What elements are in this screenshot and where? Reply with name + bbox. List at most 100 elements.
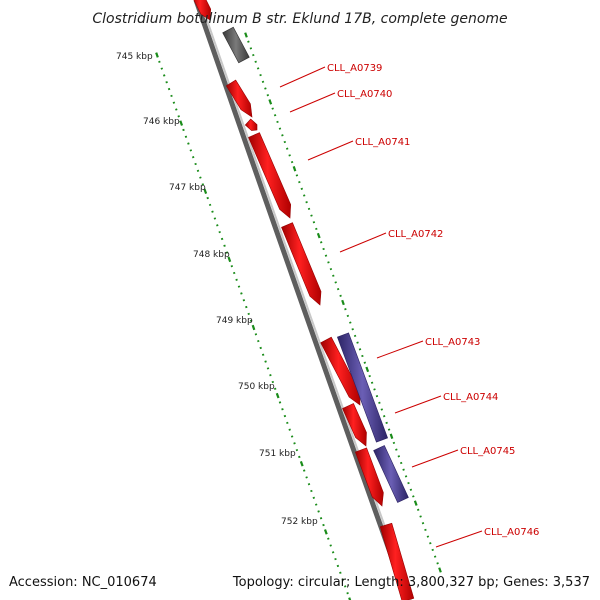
gene-feature	[355, 447, 384, 507]
inner-tick	[329, 267, 333, 271]
label-leaders	[279, 66, 483, 548]
outer-tick	[302, 469, 306, 472]
gene-feature	[225, 79, 253, 118]
inner-tick	[407, 481, 410, 485]
leader-line	[411, 449, 459, 468]
inner-tick	[349, 321, 352, 324]
outer-tick	[269, 374, 272, 377]
inner-tick	[327, 261, 330, 264]
inner-tick	[249, 47, 253, 50]
inner-tick	[261, 80, 265, 83]
inner-tick	[380, 408, 384, 411]
inner-tick	[426, 535, 430, 538]
scale-label-751: 751 kbp	[259, 449, 296, 459]
inner-tick	[283, 140, 287, 144]
outer-tick	[158, 60, 161, 63]
gene-label-cll-a0745[interactable]: CLL_A0745	[460, 446, 515, 457]
inner-tick	[385, 421, 388, 424]
outer-tick	[203, 188, 208, 194]
outer-tick	[232, 271, 236, 275]
gene-feature	[248, 132, 292, 219]
inner-tick	[368, 374, 371, 378]
outer-tick	[293, 442, 296, 445]
inner-tick	[316, 232, 321, 239]
inner-tick	[424, 528, 427, 531]
outer-tick	[218, 230, 221, 234]
outer-tick	[310, 489, 313, 493]
inner-tick-track	[244, 32, 442, 573]
inner-tick	[346, 314, 350, 317]
leader-line	[435, 530, 483, 548]
outer-tick	[251, 324, 256, 331]
outer-tick	[283, 414, 287, 418]
outer-tick	[331, 551, 335, 554]
inner-tick	[300, 187, 304, 190]
inner-tick	[370, 381, 374, 384]
gene-label-cll-a0739[interactable]: CLL_A0739	[327, 63, 382, 74]
inner-tick	[356, 341, 359, 344]
inner-tick	[292, 166, 297, 172]
inner-tick	[290, 160, 294, 164]
inner-tick	[319, 241, 323, 244]
inner-tick	[438, 567, 442, 573]
outer-tick	[336, 564, 340, 568]
inner-tick	[247, 40, 250, 43]
inner-tick	[322, 247, 325, 251]
gene-feature	[342, 403, 367, 447]
inner-tick	[252, 53, 255, 57]
inner-tick	[315, 227, 318, 231]
inner-tick	[409, 488, 413, 491]
inner-tick	[358, 348, 362, 351]
inner-tick	[341, 299, 345, 306]
outer-tick	[327, 537, 330, 540]
inner-tick	[397, 455, 401, 458]
outer-tick	[295, 448, 299, 452]
gene-feature	[281, 222, 322, 306]
inner-tick	[373, 388, 376, 391]
outer-tick	[317, 510, 320, 513]
inner-tick	[416, 508, 420, 511]
outer-tick	[208, 203, 212, 207]
outer-tick	[179, 120, 184, 126]
gene-label-cll-a0741[interactable]: CLL_A0741	[355, 137, 410, 148]
outer-tick	[257, 339, 260, 343]
outer-tick	[240, 292, 243, 295]
gene-label-cll-a0743[interactable]: CLL_A0743	[425, 337, 480, 348]
inner-tick	[276, 120, 279, 124]
inner-tick	[264, 87, 267, 90]
outer-tick	[227, 256, 232, 263]
outer-tick	[266, 367, 270, 370]
inner-tick	[378, 401, 381, 404]
outer-tick	[341, 578, 345, 581]
inner-tick	[324, 254, 328, 257]
inner-tick	[375, 395, 379, 398]
inner-tick	[433, 555, 437, 558]
gene-label-cll-a0742[interactable]: CLL_A0742	[388, 229, 443, 240]
inner-tick	[271, 107, 274, 110]
outer-tick	[288, 428, 291, 431]
inner-tick	[307, 207, 311, 210]
inner-tick	[344, 308, 347, 311]
scale-label-750: 750 kbp	[238, 382, 275, 392]
genome-backbone	[193, 0, 410, 600]
topology-text: Topology: circular; Length: 3,800,327 bp…	[232, 575, 590, 590]
inner-tick	[392, 441, 396, 445]
outer-tick	[346, 592, 349, 595]
inner-tick	[278, 127, 282, 130]
inner-tick	[302, 194, 306, 197]
accession-text: Accession: NC_010674	[9, 575, 157, 590]
gene-label-cll-a0746[interactable]: CLL_A0746	[484, 527, 539, 538]
outer-tick	[242, 299, 246, 302]
outer-tick	[299, 461, 304, 467]
gene-label-cll-a0744[interactable]: CLL_A0744	[443, 392, 498, 403]
leader-line	[339, 232, 387, 253]
outer-tick	[216, 224, 219, 227]
outer-tick	[281, 408, 284, 411]
outer-tick	[343, 585, 347, 588]
outer-tick	[348, 597, 352, 600]
inner-tick	[336, 288, 340, 291]
outer-tick	[249, 319, 253, 322]
gene-label-cll-a0740[interactable]: CLL_A0740	[337, 89, 392, 100]
leader-line	[376, 340, 424, 359]
